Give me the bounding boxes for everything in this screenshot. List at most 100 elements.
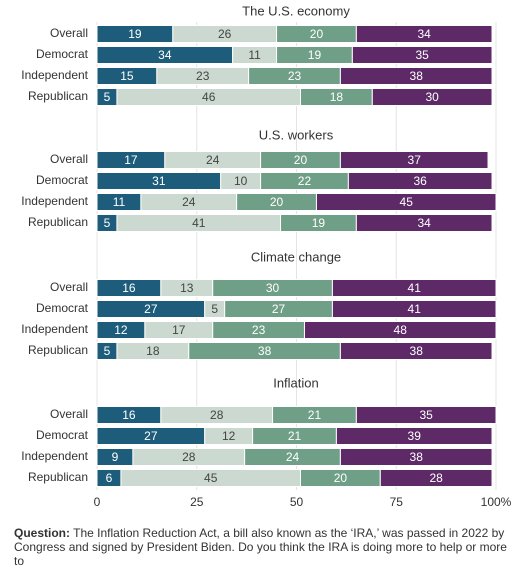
category-label: Independent xyxy=(21,68,88,82)
data-label: 9 xyxy=(112,450,119,464)
data-label: 38 xyxy=(258,344,272,358)
category-label: Overall xyxy=(50,407,88,421)
panel-title: The U.S. economy xyxy=(242,3,350,18)
data-label: 20 xyxy=(294,153,308,167)
data-label: 30 xyxy=(266,281,280,295)
data-label: 10 xyxy=(234,174,248,188)
x-tick-label: 100% xyxy=(481,495,512,509)
category-label: Overall xyxy=(50,152,88,166)
data-label: 24 xyxy=(286,450,300,464)
bar-segment xyxy=(339,448,493,466)
data-label: 5 xyxy=(104,90,111,104)
data-label: 21 xyxy=(288,429,302,443)
data-label: 45 xyxy=(400,195,414,209)
bar-segment xyxy=(303,321,497,339)
category-label: Republican xyxy=(28,343,88,357)
bar-segment xyxy=(355,25,493,43)
x-tick-label: 50 xyxy=(290,495,304,509)
data-label: 24 xyxy=(182,195,196,209)
data-label: 27 xyxy=(272,302,286,316)
bar-segment xyxy=(379,469,493,487)
data-label: 11 xyxy=(248,48,261,62)
x-tick-label: 75 xyxy=(390,495,404,509)
data-label: 28 xyxy=(210,408,224,422)
category-label: Democrat xyxy=(36,47,89,61)
panel-title: Inflation xyxy=(273,375,319,390)
category-label: Independent xyxy=(21,322,88,336)
data-label: 20 xyxy=(270,195,284,209)
data-label: 39 xyxy=(408,429,422,443)
bar-segment xyxy=(339,151,489,169)
category-label: Democrat xyxy=(36,428,89,442)
data-label: 13 xyxy=(180,281,194,295)
data-label: 21 xyxy=(308,408,322,422)
category-label: Republican xyxy=(28,215,88,229)
question-label: Question: xyxy=(14,526,70,540)
data-label: 41 xyxy=(408,302,422,316)
data-label: 31 xyxy=(152,174,166,188)
bar-segment xyxy=(347,172,493,190)
data-label: 12 xyxy=(222,429,236,443)
data-label: 12 xyxy=(114,323,128,337)
data-label: 28 xyxy=(429,471,443,485)
category-label: Republican xyxy=(28,470,88,484)
chart: 0 25 50 75 100% The U.S. economy Overall 19 26 20… xyxy=(21,3,512,509)
category-label: Overall xyxy=(50,26,88,40)
bar-segment xyxy=(331,279,497,297)
data-label: 35 xyxy=(416,48,430,62)
data-label: 23 xyxy=(288,69,302,83)
data-label: 27 xyxy=(144,302,158,316)
bar-segment xyxy=(351,46,493,64)
category-label: Democrat xyxy=(36,301,89,315)
data-label: 41 xyxy=(408,281,422,295)
data-label: 27 xyxy=(144,429,158,443)
data-label: 11 xyxy=(113,195,126,209)
data-label: 34 xyxy=(418,27,432,41)
data-label: 24 xyxy=(206,153,220,167)
data-label: 36 xyxy=(414,174,428,188)
page: 0 25 50 75 100% The U.S. economy Overall 19 26 20… xyxy=(14,3,512,568)
data-label: 45 xyxy=(204,471,218,485)
data-label: 17 xyxy=(172,323,186,337)
question-text: The Inflation Reduction Act, a bill also… xyxy=(14,526,507,568)
data-label: 37 xyxy=(408,153,422,167)
panel-title: Climate change xyxy=(251,249,341,264)
data-label: 16 xyxy=(122,408,136,422)
data-label: 5 xyxy=(211,302,218,316)
data-label: 5 xyxy=(104,216,111,230)
bar-segment xyxy=(355,406,497,424)
data-label: 19 xyxy=(312,216,326,230)
data-label: 35 xyxy=(419,408,433,422)
bar-segment xyxy=(371,88,493,106)
data-label: 28 xyxy=(182,450,196,464)
panel-title: U.S. workers xyxy=(259,127,334,142)
data-label: 48 xyxy=(394,323,408,337)
category-label: Overall xyxy=(50,280,88,294)
bar-segment xyxy=(331,300,497,318)
data-label: 5 xyxy=(104,344,111,358)
data-label: 38 xyxy=(410,344,424,358)
data-label: 20 xyxy=(334,471,348,485)
data-label: 34 xyxy=(418,216,432,230)
data-label: 30 xyxy=(425,90,439,104)
bar-segment xyxy=(339,67,493,85)
bar-segment xyxy=(315,193,497,211)
data-label: 38 xyxy=(410,69,424,83)
data-label: 6 xyxy=(106,471,113,485)
data-label: 19 xyxy=(308,48,322,62)
category-label: Republican xyxy=(28,89,88,103)
data-label: 46 xyxy=(202,90,216,104)
data-label: 41 xyxy=(192,216,206,230)
data-label: 22 xyxy=(298,174,312,188)
data-label: 16 xyxy=(122,281,136,295)
category-label: Democrat xyxy=(36,173,89,187)
question: Question: The Inflation Reduction Act, a… xyxy=(14,526,514,568)
data-label: 18 xyxy=(330,90,344,104)
category-label: Independent xyxy=(21,449,88,463)
bar-segment xyxy=(339,342,493,360)
data-label: 18 xyxy=(146,344,160,358)
data-label: 19 xyxy=(128,27,142,41)
bar-segment xyxy=(355,214,493,232)
bar-segment xyxy=(335,427,493,445)
data-label: 15 xyxy=(120,69,134,83)
